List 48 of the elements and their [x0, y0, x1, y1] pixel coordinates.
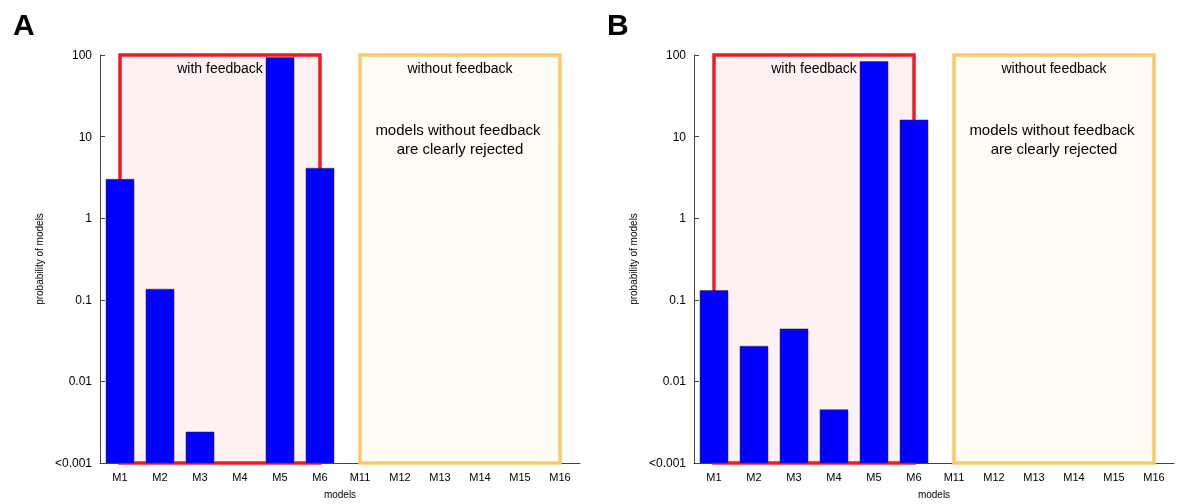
y-tick-label: 100: [665, 48, 687, 62]
y-axis-title: probability of models: [33, 213, 45, 305]
y-tick-label: 1: [679, 211, 687, 226]
annotation: models without feedback are clearly rejected: [969, 121, 1139, 157]
x-tick-label: M15: [1103, 470, 1125, 483]
chart-title: A: [13, 7, 35, 41]
x-tick-label: M5: [272, 470, 288, 483]
x-tick-label: M1: [112, 470, 128, 483]
y-tick-label: 100: [71, 48, 93, 62]
x-tick-label: M2: [746, 470, 762, 483]
y-tick-label: 10: [672, 129, 687, 144]
band-label: without feedback: [1000, 60, 1108, 77]
chart-title: B: [607, 7, 629, 41]
band-label: with feedback: [770, 60, 858, 77]
x-axis-title: models: [917, 488, 951, 500]
x-tick-label: M11: [349, 470, 371, 483]
y-tick-label: <0.001: [54, 456, 93, 470]
y-tick-label: 0.01: [68, 374, 93, 389]
x-tick-label: M16: [549, 470, 571, 483]
x-tick-label: M11: [943, 470, 965, 483]
band-label: without feedback: [406, 60, 514, 77]
x-tick-label: M14: [469, 470, 491, 483]
y-tick-label: 0.1: [669, 292, 687, 307]
x-tick-label: M2: [152, 470, 168, 483]
y-tick-label: 10: [78, 129, 93, 144]
x-tick-label: M4: [232, 470, 248, 483]
x-tick-label: M6: [906, 470, 922, 483]
x-tick-label: M14: [1063, 470, 1085, 483]
x-tick-label: M15: [509, 470, 531, 483]
x-tick-label: M16: [1143, 470, 1165, 483]
y-tick-label: 0.1: [75, 292, 93, 307]
y-tick-label: 1: [85, 211, 93, 226]
annotation: models without feedback are clearly rejected: [375, 121, 545, 157]
x-axis-title: models: [323, 488, 357, 500]
x-tick-label: M1: [706, 470, 722, 483]
x-tick-label: M13: [1023, 470, 1045, 483]
x-tick-label: M6: [312, 470, 328, 483]
y-tick-label: 0.01: [662, 374, 687, 389]
y-tick-label: <0.001: [648, 456, 687, 470]
x-tick-label: M4: [826, 470, 842, 483]
band-label: with feedback: [176, 60, 264, 77]
x-tick-label: M3: [192, 470, 208, 483]
x-tick-label: M12: [983, 470, 1005, 483]
x-tick-label: M3: [786, 470, 802, 483]
y-axis-title: probability of models: [627, 213, 639, 305]
x-tick-label: M5: [866, 470, 882, 483]
x-tick-label: M13: [429, 470, 451, 483]
x-tick-label: M12: [389, 470, 411, 483]
